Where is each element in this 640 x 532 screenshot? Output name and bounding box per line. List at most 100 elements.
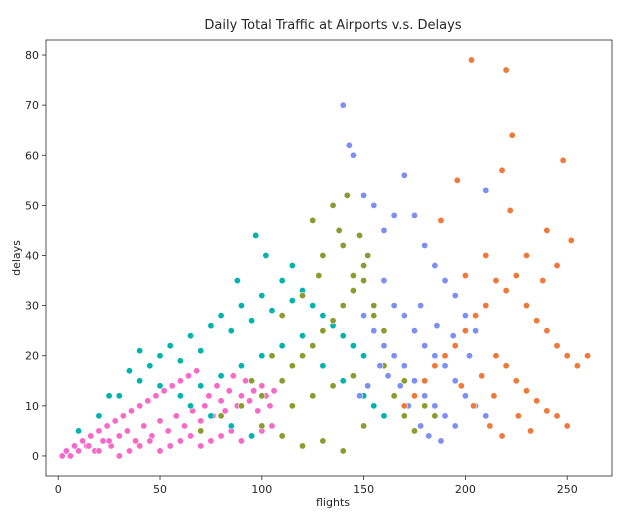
data-point-s4-25 [543, 327, 551, 335]
data-point-s2-42 [299, 442, 307, 450]
data-point-s2-21 [335, 226, 343, 234]
data-point-s0-14 [115, 432, 123, 440]
data-point-s0-29 [176, 377, 184, 385]
data-point-s4-40 [453, 176, 461, 184]
data-point-s1-5 [156, 352, 164, 360]
x-tick-label: 150 [353, 483, 374, 496]
data-point-s1-14 [248, 317, 256, 325]
data-point-s2-41 [278, 432, 286, 440]
data-point-s1-45 [156, 382, 164, 390]
data-point-s2-20 [319, 251, 327, 259]
data-point-s4-37 [563, 422, 571, 430]
y-tick-label: 80 [25, 49, 39, 62]
data-point-s4-5 [567, 236, 575, 244]
data-point-s1-21 [319, 312, 327, 320]
data-point-s0-20 [140, 422, 148, 430]
data-point-s4-33 [522, 387, 530, 395]
data-point-s2-39 [248, 377, 256, 385]
data-point-s3-46 [417, 302, 425, 310]
y-tick-label: 60 [25, 149, 39, 162]
data-point-s1-31 [278, 342, 286, 350]
data-point-s0-56 [176, 437, 184, 445]
data-point-s0-65 [125, 447, 133, 455]
data-point-s4-24 [533, 317, 541, 325]
data-point-s1-6 [166, 342, 174, 350]
data-point-s2-49 [349, 372, 357, 380]
data-point-s0-64 [105, 437, 113, 445]
data-point-s0-5 [79, 437, 87, 445]
data-point-s2-32 [278, 312, 286, 320]
data-point-s3-10 [431, 262, 439, 270]
x-axis-label: flights [316, 496, 350, 509]
data-point-s1-3 [136, 377, 144, 385]
data-point-s3-31 [400, 362, 408, 370]
data-point-s1-40 [262, 251, 270, 259]
data-point-s4-39 [539, 277, 547, 285]
y-axis-label: delays [10, 240, 23, 276]
data-point-s0-38 [213, 382, 221, 390]
data-point-s4-28 [573, 362, 581, 370]
data-point-s4-20 [461, 272, 469, 280]
data-point-s4-11 [482, 302, 490, 310]
data-point-s4-35 [543, 407, 551, 415]
data-point-s4-44 [514, 412, 522, 420]
data-point-s1-2 [115, 392, 123, 400]
data-point-s1-30 [258, 352, 266, 360]
x-tick-label: 0 [55, 483, 62, 496]
data-point-s2-46 [288, 402, 296, 410]
data-point-s0-59 [237, 437, 245, 445]
data-point-s4-0 [468, 56, 476, 64]
data-point-s4-29 [584, 352, 592, 360]
data-point-s2-11 [349, 287, 357, 295]
data-point-s0-36 [205, 392, 213, 400]
data-point-s0-9 [95, 427, 103, 435]
data-point-s3-49 [465, 352, 473, 360]
data-point-s3-30 [390, 352, 398, 360]
data-point-s3-5 [380, 226, 388, 234]
data-point-s0-68 [187, 432, 195, 440]
data-point-s0-42 [229, 372, 237, 380]
data-point-s0-1 [62, 447, 70, 455]
y-axis: 0 10 20 30 40 50 60 70 80 [25, 49, 46, 463]
data-point-s0-16 [123, 427, 131, 435]
data-point-s1-8 [187, 332, 195, 340]
data-point-s4-30 [492, 352, 500, 360]
data-point-s0-0 [58, 452, 66, 460]
data-point-s4-2 [508, 131, 516, 139]
data-point-s4-48 [470, 402, 478, 410]
data-point-s0-44 [237, 392, 245, 400]
data-point-s0-7 [87, 432, 95, 440]
data-point-s0-17 [128, 407, 136, 415]
data-point-s0-10 [99, 437, 107, 445]
data-point-s1-28 [217, 372, 225, 380]
data-point-s0-66 [146, 437, 154, 445]
data-point-s0-27 [168, 382, 176, 390]
data-point-s1-46 [187, 402, 195, 410]
data-point-s1-20 [309, 302, 317, 310]
data-point-s2-0 [197, 427, 205, 435]
data-point-s2-13 [370, 312, 378, 320]
data-point-s1-7 [176, 357, 184, 365]
data-point-s3-15 [482, 186, 490, 194]
data-point-s4-21 [482, 251, 490, 259]
data-point-s3-39 [437, 437, 445, 445]
data-point-s0-31 [185, 372, 193, 380]
data-point-s3-42 [384, 372, 392, 380]
data-point-s3-33 [421, 392, 429, 400]
data-point-s4-32 [512, 377, 520, 385]
data-point-s4-31 [502, 362, 510, 370]
data-point-s2-24 [309, 216, 317, 224]
data-point-s3-0 [339, 101, 347, 109]
data-point-s2-25 [329, 201, 337, 209]
data-point-s3-41 [396, 382, 404, 390]
data-point-s0-45 [242, 377, 250, 385]
data-point-s0-51 [266, 402, 274, 410]
data-point-s0-34 [197, 417, 205, 425]
data-point-s3-7 [400, 171, 408, 179]
data-point-s1-4 [146, 362, 154, 370]
data-point-s1-43 [125, 367, 133, 375]
data-point-s0-58 [217, 432, 225, 440]
data-point-s1-24 [349, 342, 357, 350]
data-point-s0-62 [95, 447, 103, 455]
